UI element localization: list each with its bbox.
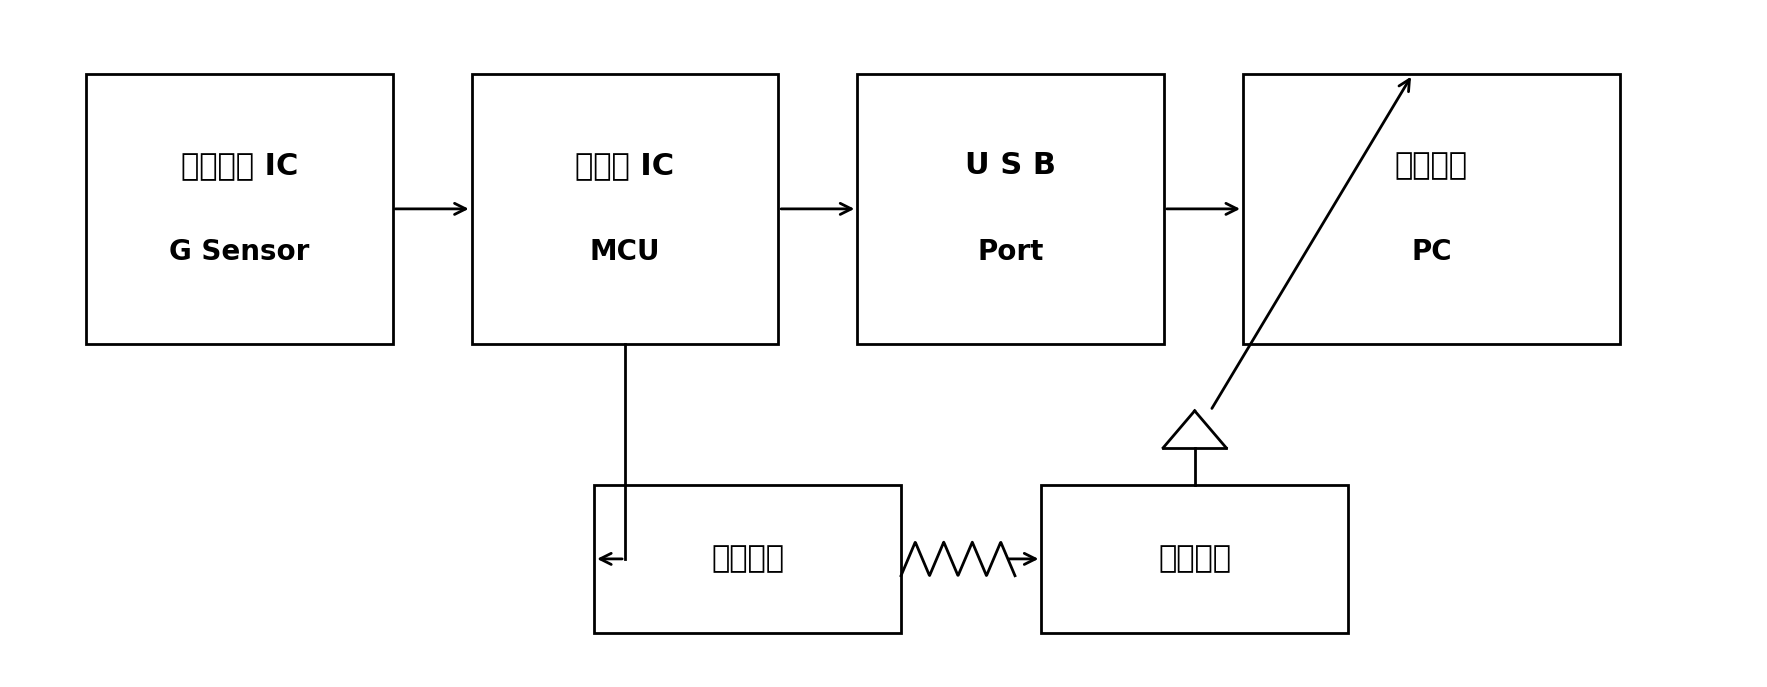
Text: 微处理 IC: 微处理 IC <box>576 151 675 180</box>
Bar <box>87 74 392 344</box>
Bar <box>1242 74 1620 344</box>
Text: MCU: MCU <box>590 238 661 266</box>
Text: 无线接收: 无线接收 <box>1157 544 1232 574</box>
Text: 电脑主机: 电脑主机 <box>1394 151 1468 180</box>
Bar <box>857 74 1164 344</box>
Text: U S B: U S B <box>965 151 1057 180</box>
Text: G Sensor: G Sensor <box>170 238 309 266</box>
Text: PC: PC <box>1412 238 1452 266</box>
Bar <box>594 485 901 633</box>
Text: Port: Port <box>977 238 1044 266</box>
Text: 重力探测 IC: 重力探测 IC <box>180 151 299 180</box>
Text: 无线传送: 无线传送 <box>710 544 785 574</box>
Bar <box>1041 485 1348 633</box>
Bar <box>472 74 777 344</box>
